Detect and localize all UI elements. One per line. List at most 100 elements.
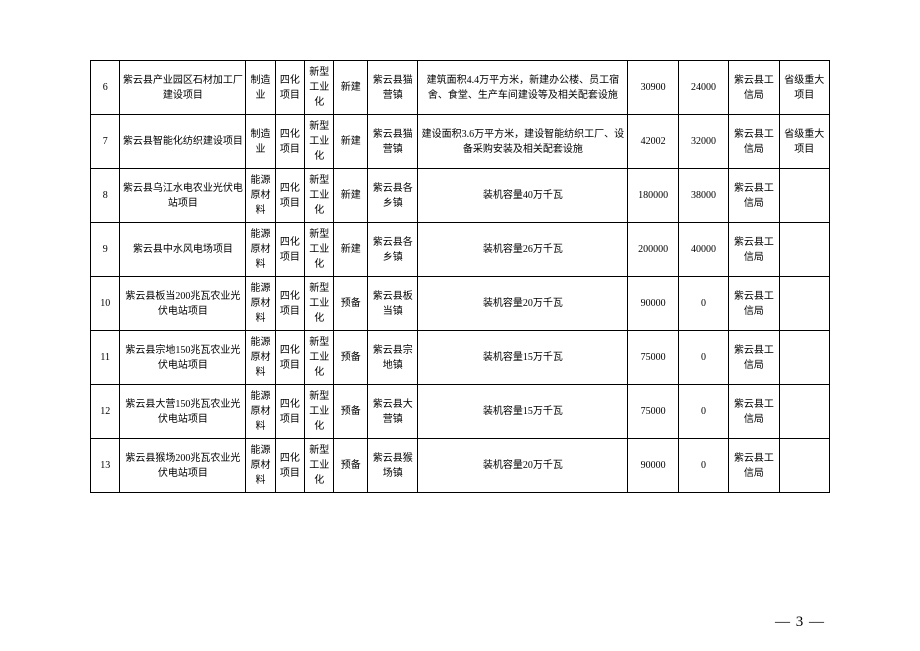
value-2: 0: [678, 439, 728, 493]
row-index: 8: [91, 169, 120, 223]
description: 装机容量15万千瓦: [418, 385, 628, 439]
value-2: 38000: [678, 169, 728, 223]
value-2: 40000: [678, 223, 728, 277]
note: [779, 331, 829, 385]
industry: 能源原材料: [246, 277, 275, 331]
department: 紫云县工信局: [729, 385, 779, 439]
project-name: 紫云县中水风电场项目: [120, 223, 246, 277]
row-index: 10: [91, 277, 120, 331]
stage: 预备: [334, 277, 368, 331]
table-row: 7紫云县智能化纺织建设项目制造业四化项目新型工业化新建紫云县猫营镇建设面积3.6…: [91, 115, 830, 169]
value-2: 0: [678, 331, 728, 385]
table-row: 9紫云县中水风电场项目能源原材料四化项目新型工业化新建紫云县各乡镇装机容量26万…: [91, 223, 830, 277]
department: 紫云县工信局: [729, 169, 779, 223]
location: 紫云县大营镇: [368, 385, 418, 439]
note: 省级重大项目: [779, 61, 829, 115]
industry: 能源原材料: [246, 385, 275, 439]
location: 紫云县宗地镇: [368, 331, 418, 385]
project-name: 紫云县板当200兆瓦农业光伏电站项目: [120, 277, 246, 331]
description: 装机容量20万千瓦: [418, 439, 628, 493]
industry: 能源原材料: [246, 169, 275, 223]
description: 装机容量40万千瓦: [418, 169, 628, 223]
value-1: 75000: [628, 385, 678, 439]
description: 装机容量26万千瓦: [418, 223, 628, 277]
type: 新型工业化: [305, 439, 334, 493]
type: 新型工业化: [305, 331, 334, 385]
category: 四化项目: [275, 385, 304, 439]
category: 四化项目: [275, 439, 304, 493]
department: 紫云县工信局: [729, 331, 779, 385]
note: 省级重大项目: [779, 115, 829, 169]
type: 新型工业化: [305, 385, 334, 439]
project-table: 6紫云县产业园区石材加工厂建设项目制造业四化项目新型工业化新建紫云县猫营镇建筑面…: [90, 60, 830, 493]
row-index: 9: [91, 223, 120, 277]
location: 紫云县猴场镇: [368, 439, 418, 493]
value-1: 90000: [628, 277, 678, 331]
description: 装机容量20万千瓦: [418, 277, 628, 331]
project-name: 紫云县宗地150兆瓦农业光伏电站项目: [120, 331, 246, 385]
category: 四化项目: [275, 331, 304, 385]
value-1: 90000: [628, 439, 678, 493]
note: [779, 169, 829, 223]
industry: 制造业: [246, 61, 275, 115]
location: 紫云县猫营镇: [368, 61, 418, 115]
table-row: 6紫云县产业园区石材加工厂建设项目制造业四化项目新型工业化新建紫云县猫营镇建筑面…: [91, 61, 830, 115]
type: 新型工业化: [305, 61, 334, 115]
table-row: 8紫云县乌江水电农业光伏电站项目能源原材料四化项目新型工业化新建紫云县各乡镇装机…: [91, 169, 830, 223]
stage: 预备: [334, 385, 368, 439]
type: 新型工业化: [305, 277, 334, 331]
value-1: 200000: [628, 223, 678, 277]
industry: 能源原材料: [246, 439, 275, 493]
stage: 新建: [334, 115, 368, 169]
note: [779, 277, 829, 331]
category: 四化项目: [275, 169, 304, 223]
table-row: 10紫云县板当200兆瓦农业光伏电站项目能源原材料四化项目新型工业化预备紫云县板…: [91, 277, 830, 331]
page-number: — 3 —: [775, 614, 825, 631]
department: 紫云县工信局: [729, 61, 779, 115]
project-name: 紫云县乌江水电农业光伏电站项目: [120, 169, 246, 223]
value-2: 0: [678, 277, 728, 331]
value-1: 30900: [628, 61, 678, 115]
note: [779, 223, 829, 277]
table-row: 11紫云县宗地150兆瓦农业光伏电站项目能源原材料四化项目新型工业化预备紫云县宗…: [91, 331, 830, 385]
stage: 新建: [334, 223, 368, 277]
type: 新型工业化: [305, 169, 334, 223]
value-2: 24000: [678, 61, 728, 115]
stage: 预备: [334, 439, 368, 493]
description: 建设面积3.6万平方米，建设智能纺织工厂、设备采购安装及相关配套设施: [418, 115, 628, 169]
project-name: 紫云县产业园区石材加工厂建设项目: [120, 61, 246, 115]
department: 紫云县工信局: [729, 115, 779, 169]
type: 新型工业化: [305, 223, 334, 277]
project-name: 紫云县智能化纺织建设项目: [120, 115, 246, 169]
value-1: 75000: [628, 331, 678, 385]
category: 四化项目: [275, 277, 304, 331]
location: 紫云县猫营镇: [368, 115, 418, 169]
stage: 新建: [334, 169, 368, 223]
row-index: 6: [91, 61, 120, 115]
category: 四化项目: [275, 223, 304, 277]
category: 四化项目: [275, 115, 304, 169]
location: 紫云县板当镇: [368, 277, 418, 331]
table-row: 13紫云县猴场200兆瓦农业光伏电站项目能源原材料四化项目新型工业化预备紫云县猴…: [91, 439, 830, 493]
row-index: 7: [91, 115, 120, 169]
row-index: 12: [91, 385, 120, 439]
industry: 能源原材料: [246, 331, 275, 385]
stage: 新建: [334, 61, 368, 115]
table-body: 6紫云县产业园区石材加工厂建设项目制造业四化项目新型工业化新建紫云县猫营镇建筑面…: [91, 61, 830, 493]
type: 新型工业化: [305, 115, 334, 169]
value-1: 180000: [628, 169, 678, 223]
industry: 能源原材料: [246, 223, 275, 277]
description: 装机容量15万千瓦: [418, 331, 628, 385]
category: 四化项目: [275, 61, 304, 115]
department: 紫云县工信局: [729, 223, 779, 277]
stage: 预备: [334, 331, 368, 385]
location: 紫云县各乡镇: [368, 169, 418, 223]
value-1: 42002: [628, 115, 678, 169]
project-name: 紫云县大营150兆瓦农业光伏电站项目: [120, 385, 246, 439]
industry: 制造业: [246, 115, 275, 169]
table-row: 12紫云县大营150兆瓦农业光伏电站项目能源原材料四化项目新型工业化预备紫云县大…: [91, 385, 830, 439]
note: [779, 439, 829, 493]
department: 紫云县工信局: [729, 439, 779, 493]
note: [779, 385, 829, 439]
description: 建筑面积4.4万平方米，新建办公楼、员工宿舍、食堂、生产车间建设等及相关配套设施: [418, 61, 628, 115]
